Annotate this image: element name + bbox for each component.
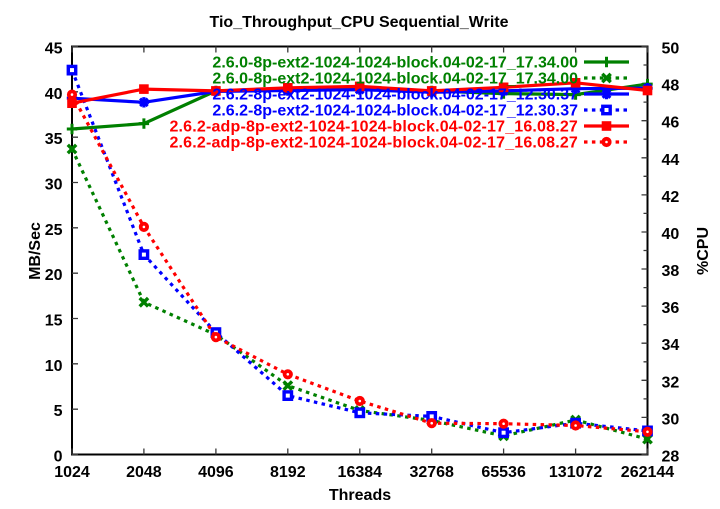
- svg-text:44: 44: [662, 152, 680, 169]
- svg-text:2.6.2-8p-ext2-1024-1024-block.: 2.6.2-8p-ext2-1024-1024-block.04-02-17_1…: [212, 87, 578, 104]
- svg-text:32: 32: [662, 374, 680, 391]
- svg-text:262144: 262144: [621, 464, 674, 481]
- svg-text:Tio_Throughput_CPU Sequential_: Tio_Throughput_CPU Sequential_Write: [210, 14, 509, 31]
- svg-text:0: 0: [54, 449, 63, 466]
- svg-text:28: 28: [662, 449, 680, 466]
- svg-text:40: 40: [662, 226, 680, 243]
- svg-text:2.6.0-8p-ext2-1024-1024-block.: 2.6.0-8p-ext2-1024-1024-block.04-02-17_1…: [212, 71, 578, 88]
- svg-text:15: 15: [45, 313, 63, 330]
- svg-text:5: 5: [54, 403, 63, 420]
- svg-text:MB/Sec: MB/Sec: [27, 222, 44, 280]
- svg-text:2.6.0-8p-ext2-1024-1024-block.: 2.6.0-8p-ext2-1024-1024-block.04-02-17_1…: [212, 55, 578, 72]
- svg-text:42: 42: [662, 189, 680, 206]
- svg-text:131072: 131072: [549, 464, 602, 481]
- svg-text:25: 25: [45, 222, 63, 239]
- svg-text:32768: 32768: [409, 464, 454, 481]
- svg-text:8192: 8192: [270, 464, 306, 481]
- svg-text:10: 10: [45, 358, 63, 375]
- svg-text:1024: 1024: [54, 464, 90, 481]
- svg-text:35: 35: [45, 131, 63, 148]
- svg-text:%CPU: %CPU: [695, 227, 712, 275]
- svg-text:40: 40: [45, 86, 63, 103]
- svg-text:30: 30: [45, 177, 63, 194]
- svg-text:2048: 2048: [126, 464, 162, 481]
- svg-text:34: 34: [662, 337, 680, 354]
- svg-text:Threads: Threads: [329, 487, 391, 504]
- svg-text:20: 20: [45, 267, 63, 284]
- svg-text:2.6.2-adp-8p-ext2-1024-1024-bl: 2.6.2-adp-8p-ext2-1024-1024-block.04-02-…: [169, 119, 578, 136]
- svg-text:2.6.2-adp-8p-ext2-1024-1024-bl: 2.6.2-adp-8p-ext2-1024-1024-block.04-02-…: [169, 135, 578, 152]
- svg-text:45: 45: [45, 41, 63, 58]
- svg-text:16384: 16384: [338, 464, 383, 481]
- svg-text:48: 48: [662, 78, 680, 95]
- svg-text:38: 38: [662, 263, 680, 280]
- svg-text:36: 36: [662, 300, 680, 317]
- svg-text:65536: 65536: [481, 464, 526, 481]
- svg-text:4096: 4096: [198, 464, 234, 481]
- svg-text:2.6.2-8p-ext2-1024-1024-block.: 2.6.2-8p-ext2-1024-1024-block.04-02-17_1…: [212, 103, 578, 120]
- svg-text:46: 46: [662, 115, 680, 132]
- svg-text:30: 30: [662, 411, 680, 428]
- svg-text:50: 50: [662, 41, 680, 58]
